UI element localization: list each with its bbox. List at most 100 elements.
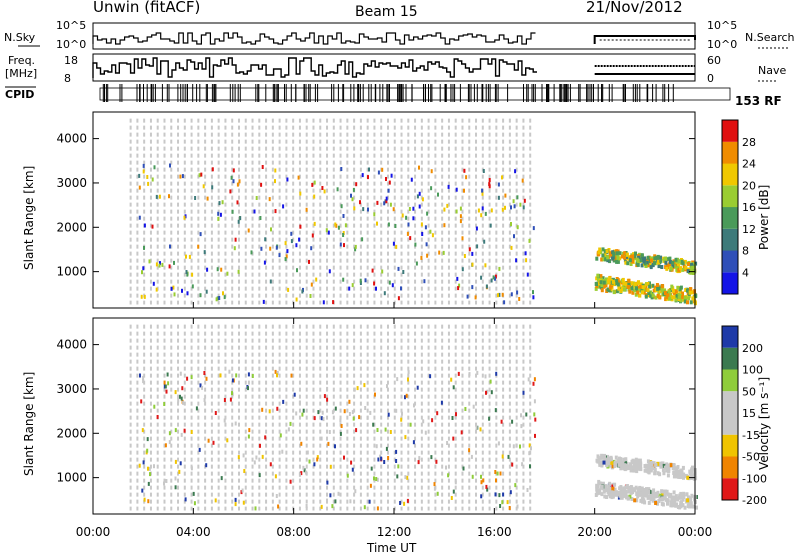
echo-cell bbox=[413, 403, 415, 408]
echo-cell bbox=[633, 288, 636, 293]
echo-cell bbox=[383, 460, 386, 464]
echo-cell bbox=[499, 471, 502, 476]
colorbar-tick-label: 12 bbox=[742, 223, 756, 236]
colorbar-tick-label: 8 bbox=[742, 245, 749, 258]
echo-cell bbox=[391, 283, 394, 288]
echo-cell bbox=[607, 488, 611, 493]
colorbar-segment bbox=[722, 272, 738, 295]
echo-cell bbox=[274, 369, 277, 374]
power-panel: 1000 2000 3000 4000 Slant Range [km] bbox=[22, 111, 698, 309]
echo-cell bbox=[484, 374, 487, 379]
echo-cell bbox=[488, 178, 491, 182]
echo-cell bbox=[647, 487, 651, 492]
echo-cell bbox=[234, 502, 237, 507]
echo-cell bbox=[392, 207, 395, 212]
echo-cell bbox=[163, 402, 166, 406]
echo-cell bbox=[200, 172, 203, 177]
echo-cell bbox=[211, 167, 214, 172]
echo-cell bbox=[418, 204, 421, 209]
echo-cell bbox=[666, 501, 669, 506]
echo-cell bbox=[663, 465, 667, 470]
echo-cell bbox=[408, 207, 411, 211]
echo-cell bbox=[313, 194, 316, 199]
echo-cell bbox=[387, 188, 390, 193]
colorbar-tick-label: 16 bbox=[742, 201, 756, 214]
echo-cell bbox=[666, 498, 670, 503]
echo-cell bbox=[611, 464, 615, 469]
echo-cell bbox=[430, 186, 433, 191]
echo-cell bbox=[454, 480, 457, 485]
echo-cell bbox=[646, 465, 650, 470]
echo-cell bbox=[163, 481, 165, 486]
echo-cell bbox=[406, 475, 409, 480]
echo-cell bbox=[613, 487, 617, 492]
echo-cell bbox=[601, 253, 605, 258]
echo-cell bbox=[349, 499, 352, 504]
echo-cell bbox=[654, 463, 658, 468]
echo-cell bbox=[164, 443, 167, 448]
echo-cell bbox=[623, 251, 627, 256]
echo-cell bbox=[637, 285, 641, 290]
echo-cell bbox=[181, 386, 184, 391]
echo-cell bbox=[644, 294, 648, 299]
echo-cell bbox=[481, 206, 484, 211]
echo-cell bbox=[138, 185, 141, 190]
echo-cell bbox=[447, 184, 450, 189]
echo-cell bbox=[309, 294, 312, 298]
echo-cell bbox=[656, 471, 660, 476]
velocity-colorbar-label: Velocity [m s⁻¹] bbox=[757, 377, 771, 470]
echo-cell bbox=[618, 251, 622, 256]
echo-cell bbox=[665, 266, 669, 271]
echo-cell bbox=[510, 205, 512, 210]
echo-cell bbox=[289, 479, 292, 484]
search-tick-bottom: 10^0 bbox=[707, 38, 737, 51]
echo-cell bbox=[205, 376, 208, 381]
echo-cell bbox=[243, 469, 246, 473]
echo-cell bbox=[601, 247, 605, 252]
echo-cell bbox=[416, 194, 419, 199]
echo-cell bbox=[679, 266, 683, 271]
echo-cell bbox=[603, 494, 607, 499]
echo-cell bbox=[649, 265, 653, 270]
echo-cell bbox=[255, 196, 258, 200]
echo-cell bbox=[199, 383, 202, 388]
echo-cell bbox=[463, 254, 466, 258]
echo-cell bbox=[646, 459, 650, 464]
echo-cell bbox=[371, 268, 374, 273]
echo-cell bbox=[600, 288, 604, 293]
echo-cell bbox=[463, 168, 466, 173]
echo-cell bbox=[415, 261, 418, 266]
echo-cell bbox=[627, 281, 631, 286]
echo-cell bbox=[455, 209, 458, 214]
echo-cell bbox=[181, 288, 183, 293]
echo-cell bbox=[407, 370, 410, 375]
echo-cell bbox=[620, 254, 624, 259]
echo-cell bbox=[173, 292, 176, 297]
echo-cell bbox=[608, 276, 612, 281]
echo-cell bbox=[631, 254, 635, 259]
echo-cell bbox=[655, 494, 659, 498]
echo-cell bbox=[690, 262, 694, 267]
echo-cell bbox=[334, 444, 336, 449]
echo-cell bbox=[595, 256, 599, 261]
echo-cell bbox=[690, 265, 694, 270]
echo-cell bbox=[375, 477, 378, 481]
echo-cell bbox=[666, 468, 670, 473]
echo-cell bbox=[639, 284, 643, 289]
echo-cell bbox=[185, 254, 187, 259]
y-tick-label: 3000 bbox=[56, 176, 87, 190]
echo-cell bbox=[442, 250, 445, 255]
echo-cell bbox=[502, 492, 505, 497]
echo-cell bbox=[159, 261, 161, 266]
echo-cell bbox=[636, 494, 640, 499]
echo-cell bbox=[640, 486, 644, 491]
echo-cell bbox=[633, 498, 637, 503]
echo-cell bbox=[264, 435, 267, 440]
echo-cell bbox=[509, 490, 512, 495]
echo-cell bbox=[443, 207, 446, 212]
x-tick-label: 16:00 bbox=[477, 525, 512, 539]
echo-cell bbox=[322, 300, 325, 305]
echo-cell bbox=[455, 412, 457, 417]
echo-cell bbox=[376, 200, 379, 205]
echo-cell bbox=[327, 230, 330, 235]
